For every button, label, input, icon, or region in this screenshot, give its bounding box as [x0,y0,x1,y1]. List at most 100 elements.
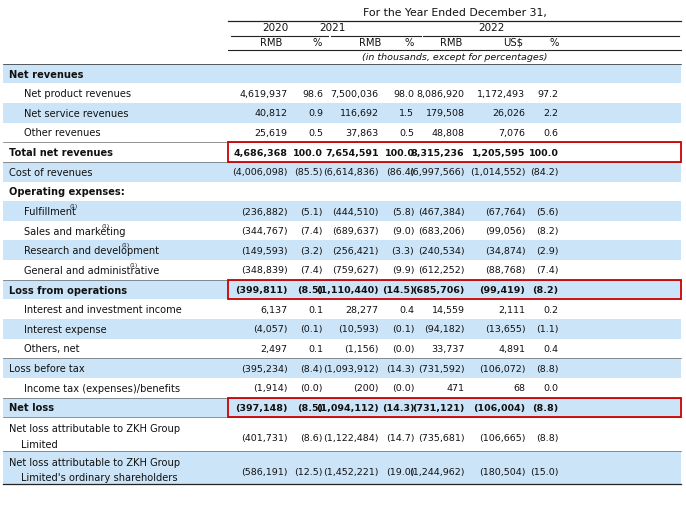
Text: 68: 68 [514,383,525,392]
Text: (0.0): (0.0) [300,383,323,392]
Bar [3,182,681,202]
Bar [3,339,681,358]
Text: (8.2): (8.2) [536,227,558,236]
Text: 8,086,920: 8,086,920 [416,90,464,99]
Text: General and administrative: General and administrative [24,265,159,275]
Text: Loss from operations: Loss from operations [9,285,127,295]
Text: 8,315,236: 8,315,236 [411,148,464,157]
Text: (1): (1) [121,243,130,248]
Text: 0.5: 0.5 [308,129,323,138]
Text: 2,111: 2,111 [499,305,525,314]
Text: (731,121): (731,121) [412,403,464,412]
Text: Interest expense: Interest expense [24,324,106,334]
Text: (88,768): (88,768) [485,266,525,275]
Text: 0.1: 0.1 [308,305,323,314]
Text: For the Year Ended December 31,: For the Year Ended December 31, [363,8,547,18]
Text: (1,094,112): (1,094,112) [316,403,379,412]
Text: (0.1): (0.1) [300,325,323,334]
Text: (67,764): (67,764) [485,207,525,216]
Text: (7.4): (7.4) [536,266,558,275]
Text: (1,122,484): (1,122,484) [323,434,379,442]
Text: 0.6: 0.6 [543,129,558,138]
Text: Operating expenses:: Operating expenses: [9,187,125,197]
Bar [3,300,681,319]
Text: 4,686,368: 4,686,368 [233,148,287,157]
Text: Net loss attributable to ZKH Group: Net loss attributable to ZKH Group [9,457,180,467]
Text: Research and development: Research and development [24,246,159,256]
Text: (85.5): (85.5) [294,168,323,177]
Bar [3,123,681,143]
Text: Fulfillment: Fulfillment [24,207,76,217]
Text: 0.0: 0.0 [543,383,558,392]
Bar [228,398,681,417]
Text: (759,627): (759,627) [332,266,379,275]
Text: 100.0: 100.0 [384,148,414,157]
Text: (9.0): (9.0) [392,227,414,236]
Text: 6,137: 6,137 [260,305,287,314]
Bar [3,241,681,261]
Text: (8.8): (8.8) [532,403,558,412]
Text: 4,619,937: 4,619,937 [239,90,287,99]
Text: (in thousands, except for percentages): (in thousands, except for percentages) [362,52,547,62]
Text: 1,205,595: 1,205,595 [472,148,525,157]
Text: 1.5: 1.5 [399,109,414,118]
Bar [3,417,681,450]
Text: (735,681): (735,681) [418,434,464,442]
Text: 0.5: 0.5 [399,129,414,138]
Text: (5.8): (5.8) [392,207,414,216]
Text: 0.2: 0.2 [543,305,558,314]
Text: RMB: RMB [260,38,282,48]
Text: (14.3): (14.3) [386,364,414,373]
Text: 98.0: 98.0 [393,90,414,99]
Bar [3,163,681,182]
Text: Net service revenues: Net service revenues [24,108,128,119]
Text: (7.4): (7.4) [300,227,323,236]
Text: 0.9: 0.9 [308,109,323,118]
Bar [3,398,681,417]
Text: (84.2): (84.2) [530,168,558,177]
Text: (5.1): (5.1) [300,207,323,216]
Text: (397,148): (397,148) [235,403,287,412]
Text: (5.6): (5.6) [536,207,558,216]
Text: (1,014,552): (1,014,552) [470,168,525,177]
Bar [3,65,681,84]
Text: (8.8): (8.8) [536,434,558,442]
Text: (685,706): (685,706) [412,286,464,295]
Text: (1,244,962): (1,244,962) [409,467,464,476]
Text: (4,006,098): (4,006,098) [232,168,287,177]
Text: 98.6: 98.6 [302,90,323,99]
Text: 2.2: 2.2 [543,109,558,118]
Bar [3,378,681,398]
Text: Other revenues: Other revenues [24,128,101,138]
Text: (180,504): (180,504) [479,467,525,476]
Text: Net revenues: Net revenues [9,69,84,79]
Text: (612,252): (612,252) [418,266,464,275]
Text: 2020: 2020 [262,23,288,34]
Text: 26,026: 26,026 [493,109,525,118]
Text: Income tax (expenses)/benefits: Income tax (expenses)/benefits [24,383,180,393]
Text: (689,637): (689,637) [332,227,379,236]
Text: (0.0): (0.0) [392,344,414,353]
Bar [3,104,681,123]
Text: (586,191): (586,191) [241,467,287,476]
Text: US$: US$ [503,38,523,48]
Text: (683,206): (683,206) [418,227,464,236]
Text: 37,863: 37,863 [346,129,379,138]
Text: (1.1): (1.1) [536,325,558,334]
Text: (399,811): (399,811) [235,286,287,295]
Text: (8.2): (8.2) [532,286,558,295]
Text: 100.0: 100.0 [528,148,558,157]
Bar [228,143,681,163]
Text: (8.5): (8.5) [297,403,323,412]
Text: (8.5): (8.5) [297,286,323,295]
Text: 4,891: 4,891 [499,344,525,353]
Text: (99,419): (99,419) [480,286,525,295]
Bar [3,84,681,104]
Text: (731,592): (731,592) [418,364,464,373]
Text: (15.0): (15.0) [530,467,558,476]
Text: (344,767): (344,767) [241,227,287,236]
Text: 179,508: 179,508 [425,109,464,118]
Text: (2.9): (2.9) [536,246,558,256]
Text: (6,997,566): (6,997,566) [409,168,464,177]
Text: 2022: 2022 [478,23,504,34]
